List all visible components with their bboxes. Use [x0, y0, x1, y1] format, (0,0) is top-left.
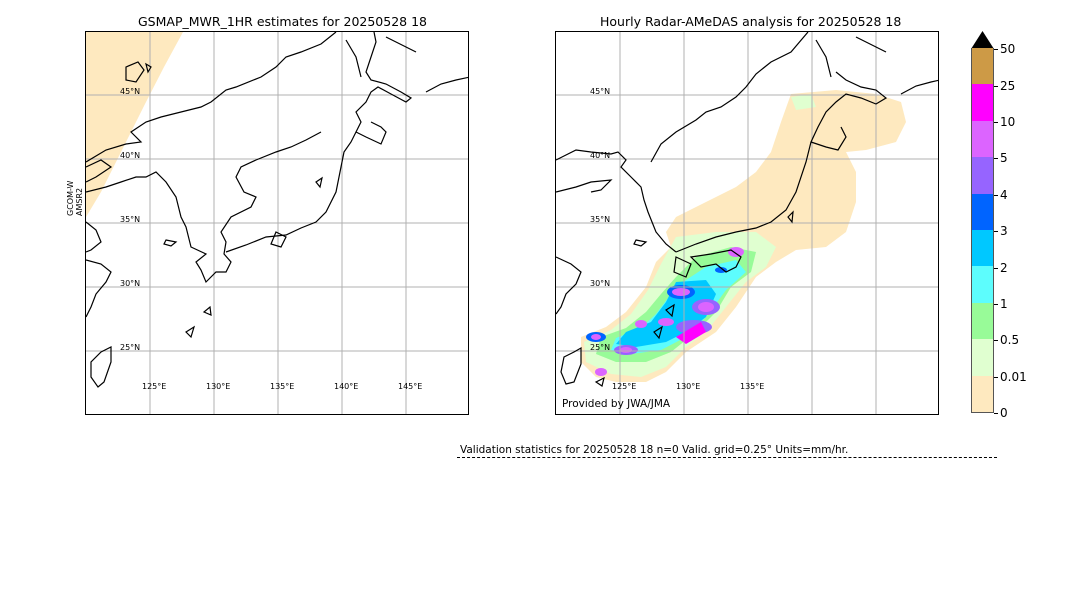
- colorbar-label-9: 25: [1000, 79, 1016, 93]
- dashed-divider: [457, 457, 997, 458]
- right-map-title: Hourly Radar-AMeDAS analysis for 2025052…: [600, 14, 902, 29]
- colorbar-seg-5: [972, 193, 993, 230]
- colorbar-seg-0: [972, 375, 993, 412]
- left-lat-label-30: 30°N: [120, 279, 141, 288]
- colorbar-seg-7: [972, 120, 993, 158]
- colorbar-seg-8: [972, 84, 993, 121]
- right-lat-label-30: 30°N: [590, 279, 611, 288]
- colorbar-label-8: 10: [1000, 115, 1016, 129]
- colorbar-seg-4: [972, 230, 993, 267]
- colorbar-label-1: 0.01: [1000, 370, 1027, 384]
- left-lat-label-25: 25°N: [120, 343, 141, 352]
- left-lon-label-125: 125°E: [142, 382, 167, 391]
- left-lat-label-45: 45°N: [120, 87, 141, 96]
- colorbar-seg-3: [972, 266, 993, 303]
- colorbar-label-0: 0: [1000, 406, 1008, 420]
- data-credit: Provided by JWA/JMA: [562, 398, 671, 410]
- right-lon-label-130: 130°E: [676, 382, 701, 391]
- left-lon-label-130: 130°E: [206, 382, 231, 391]
- left-lon-label-145: 145°E: [398, 382, 423, 391]
- colorbar-seg-6: [972, 157, 993, 194]
- colorbar-label-4: 2: [1000, 261, 1008, 275]
- left-lon-label-140: 140°E: [334, 382, 359, 391]
- colorbar-label-5: 3: [1000, 224, 1008, 238]
- colorbar-label-3: 1: [1000, 297, 1008, 311]
- right-map-graphic: [556, 32, 938, 414]
- colorbar-seg-9: [972, 48, 993, 85]
- right-lat-label-40: 40°N: [590, 151, 611, 160]
- right-map: 45°N 40°N 35°N 30°N 25°N 125°E 130°E 135…: [555, 31, 939, 415]
- colorbar-seg-2: [972, 302, 993, 340]
- colorbar-label-6: 4: [1000, 188, 1008, 202]
- gridlines: [556, 32, 938, 414]
- gridlines: [86, 32, 468, 414]
- left-lat-label-35: 35°N: [120, 215, 141, 224]
- left-map: 45°N 40°N 35°N 30°N 25°N 125°E 130°E 135…: [85, 31, 469, 415]
- coastlines: [556, 32, 938, 387]
- validation-statistics: Validation statistics for 20250528 18 n=…: [460, 444, 849, 456]
- right-lon-label-125: 125°E: [612, 382, 637, 391]
- colorbar-extend-arrow-icon: [971, 31, 994, 49]
- right-lat-label-35: 35°N: [590, 215, 611, 224]
- satellite-swath: [86, 32, 183, 217]
- left-map-graphic: [86, 32, 468, 414]
- colorbar-label-2: 0.5: [1000, 333, 1020, 347]
- coastlines: [86, 32, 468, 388]
- colorbar-seg-1: [972, 339, 993, 376]
- right-lat-label-45: 45°N: [590, 87, 611, 96]
- colorbar-label-10: 50: [1000, 42, 1016, 56]
- left-lat-label-40: 40°N: [120, 151, 141, 160]
- right-lat-label-25: 25°N: [590, 343, 611, 352]
- colorbar: [971, 48, 994, 413]
- left-map-title: GSMAP_MWR_1HR estimates for 20250528 18: [138, 14, 427, 29]
- satellite-label: GCOM-W: [66, 180, 75, 216]
- left-lon-label-135: 135°E: [270, 382, 295, 391]
- satellite-sensor-label: GCOM-W AMSR2: [66, 181, 84, 216]
- right-lon-label-135: 135°E: [740, 382, 765, 391]
- sensor-label: AMSR2: [75, 187, 84, 216]
- colorbar-label-7: 5: [1000, 151, 1008, 165]
